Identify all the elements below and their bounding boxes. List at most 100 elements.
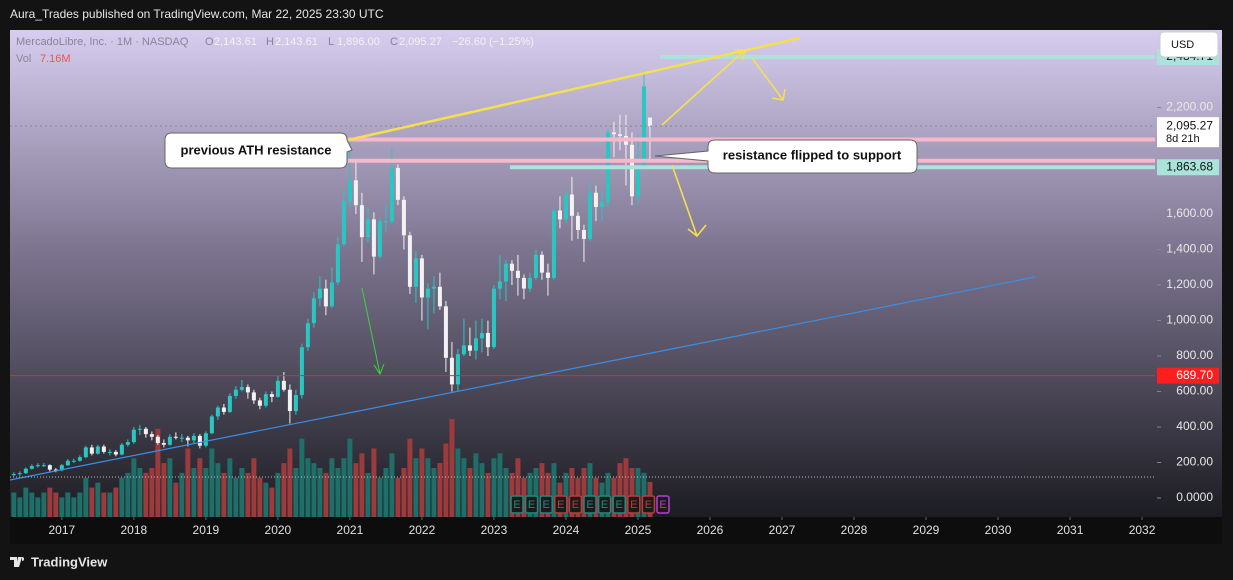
volume-bar (89, 487, 95, 517)
volume-bar (293, 468, 299, 517)
candle-body (23, 468, 28, 474)
price-level-label: 689.70 (1176, 368, 1213, 382)
legend-label: Vol (16, 53, 31, 65)
earnings-marker (539, 495, 553, 514)
candle-body (527, 277, 532, 289)
candle-body (305, 323, 310, 348)
candle-body (587, 192, 592, 239)
volume-bar (221, 472, 227, 517)
candle-body (509, 263, 514, 271)
candle-body (245, 387, 250, 393)
volume-bar (191, 468, 197, 517)
candle-body (641, 86, 646, 170)
volume-bar (371, 448, 377, 517)
volume-bar (329, 458, 335, 517)
volume-bar (455, 448, 461, 517)
volume-bar (419, 448, 425, 517)
volume-bar (53, 492, 59, 517)
candle-body (461, 345, 466, 355)
candle-body (593, 192, 598, 207)
chart-pane (10, 30, 1222, 517)
footer-logo: TradingView (10, 554, 108, 569)
y-tick-label: 800.00 (1176, 348, 1213, 362)
earnings-label: E (572, 499, 579, 511)
candle-body (293, 395, 298, 412)
candle-body (59, 465, 64, 471)
volume-bar (173, 482, 179, 517)
volume-bar (425, 458, 431, 517)
candle-body (569, 194, 574, 216)
y-tick-label: 0.0000 (1176, 490, 1213, 504)
arrow-down (751, 57, 786, 101)
volume-bar (485, 472, 491, 517)
candle-body (101, 446, 106, 452)
volume-bar (185, 448, 191, 517)
candle-body (485, 332, 490, 348)
candle-body (329, 282, 334, 307)
volume-bar (521, 477, 527, 517)
candle-body (71, 460, 76, 462)
candle-body (227, 395, 232, 412)
candle-body (383, 221, 388, 223)
y-tick-label: 1,200.00 (1166, 277, 1213, 291)
candle-body (635, 169, 640, 197)
legend-value: 1,896.00 (337, 36, 380, 48)
candle-body (17, 473, 22, 475)
volume-bar (149, 468, 155, 517)
candle-body (335, 244, 340, 283)
last-price-label: 2,095.27 (1166, 118, 1213, 132)
volume-bar (641, 472, 647, 517)
x-tick-label: 2023 (481, 523, 508, 537)
annotation-text: resistance flipped to support (723, 147, 902, 162)
plot: 0.0000 200.00 400.00 600.00 800.00 1,000.00 1,… (10, 49, 1219, 537)
candle-body (437, 286, 442, 307)
candle-body (143, 428, 148, 435)
volume-bar (383, 468, 389, 517)
last-price-tag (1157, 117, 1219, 148)
volume-bar (473, 453, 479, 517)
candle-body (377, 221, 382, 257)
earnings-marker (641, 495, 656, 514)
legend-value: 2,143.61 (275, 36, 318, 48)
candle-body (47, 465, 52, 470)
annotation-text: previous ATH resistance (181, 142, 332, 157)
volume-bar (389, 453, 395, 517)
candle-body (533, 254, 538, 278)
candle-body (551, 210, 556, 278)
volume-bar (629, 468, 635, 517)
candle-body (269, 394, 274, 397)
currency-button[interactable] (1159, 31, 1219, 58)
volume-bar (635, 468, 641, 517)
candle-body (581, 230, 586, 239)
candle-body (347, 180, 352, 201)
candle-body (467, 345, 472, 351)
earnings-label: E (616, 499, 623, 511)
candle-body (545, 272, 550, 278)
y-tick-label: 2,200.00 (1166, 100, 1213, 114)
candle-body (323, 288, 328, 307)
candle-body (359, 205, 364, 238)
candle-body (251, 392, 256, 401)
earnings-marker (627, 495, 641, 514)
volume-bar (323, 472, 329, 517)
volume-bar (545, 472, 551, 517)
volume-bar (449, 419, 455, 517)
volume-bar (617, 463, 623, 517)
volume-bar (335, 468, 341, 517)
candle-body (263, 394, 268, 406)
volume-bar (251, 458, 257, 517)
candle-body (215, 407, 220, 417)
candle-body (473, 338, 478, 351)
volume-bar (317, 468, 323, 517)
candle-body (257, 400, 262, 406)
earnings-marker (597, 495, 612, 514)
logo-mark (10, 557, 24, 567)
volume-bar (563, 472, 569, 517)
volume-bar (23, 487, 29, 517)
earnings-marker (524, 495, 539, 514)
trend-line (9, 276, 1036, 481)
x-tick-label: 2029 (913, 523, 940, 537)
volume-bar (551, 463, 557, 517)
volume-bar (41, 492, 47, 517)
y-tick-label: 200.00 (1176, 455, 1213, 469)
